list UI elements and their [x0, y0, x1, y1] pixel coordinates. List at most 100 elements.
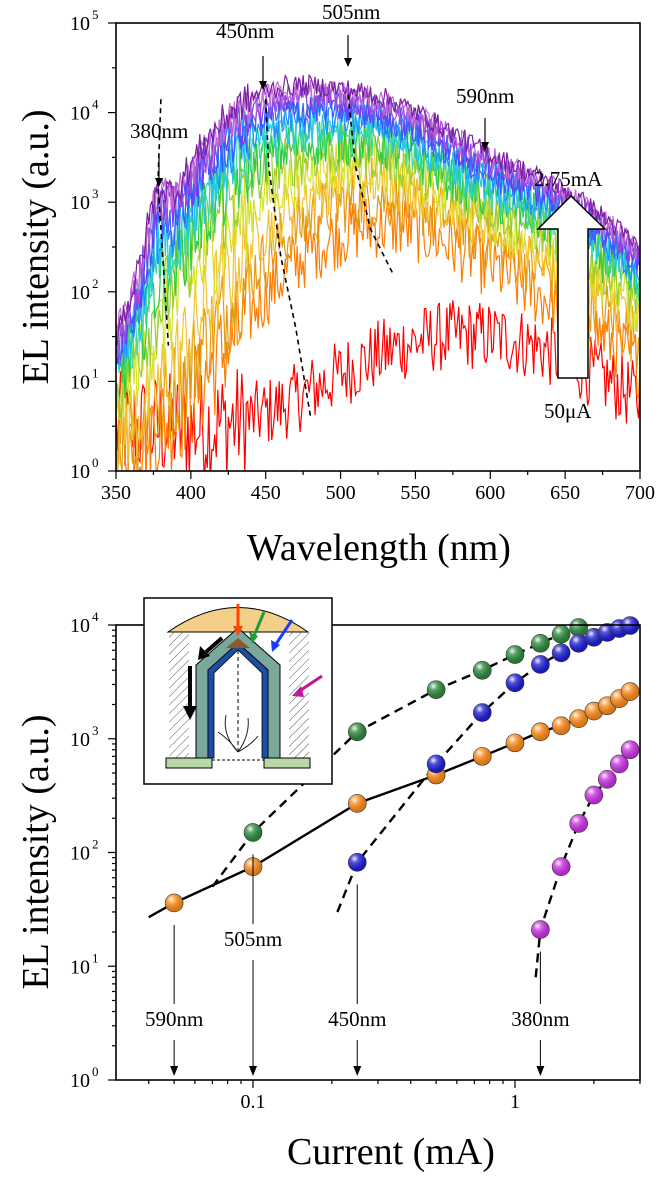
peak-arrowhead-505 — [344, 58, 352, 67]
inset-hatch-left — [169, 632, 189, 760]
current-label-low: 50μA — [544, 399, 592, 423]
inset-arrow-magenta — [297, 674, 323, 694]
data-point-highlight — [427, 680, 446, 699]
data-point-highlight — [552, 643, 571, 662]
inset-tip — [226, 638, 250, 648]
data-point-highlight — [552, 857, 571, 876]
spectrum-curve — [116, 78, 640, 339]
current-x-ticks: 0.1 1 — [148, 1080, 641, 1113]
peak-arrowhead-450 — [259, 81, 267, 90]
spectrum-curve — [117, 197, 640, 471]
current-y-axis-label: EL intensity (a.u.) — [15, 714, 57, 989]
spectrum-y-axis-label: EL intensity (a.u.) — [15, 109, 57, 384]
spectrum-y-tick-label: 10 — [70, 461, 90, 483]
device-schematic-inset — [143, 597, 333, 785]
current-x-axis-label: Current (mA) — [287, 1131, 495, 1173]
data-point-highlight — [552, 716, 571, 735]
current-y-tick-label: 10 — [70, 843, 90, 865]
threshold-label-450nm: 450nm — [328, 1007, 386, 1031]
threshold-label-380nm: 380nm — [511, 1007, 569, 1031]
data-point-highlight — [473, 661, 492, 680]
spectrum-curve — [116, 137, 640, 424]
current-y-tick-exponent: 0 — [92, 1064, 99, 1079]
current-x-tick-label: 0.1 — [240, 1091, 265, 1113]
spectrum-curve — [116, 73, 640, 345]
data-point-highlight — [427, 754, 446, 773]
peak-shift-guide — [347, 94, 394, 275]
threshold-label-590nm: 590nm — [145, 1007, 203, 1031]
threshold-label-505nm: 505nm — [224, 927, 282, 951]
spectrum-x-tick-label: 350 — [101, 482, 131, 504]
data-point-highlight — [531, 655, 550, 674]
spectrum-y-tick-label: 10 — [70, 192, 90, 214]
data-point-highlight — [531, 634, 550, 653]
data-point-highlight — [165, 893, 184, 912]
inset-arrowhead-red — [233, 626, 243, 636]
threshold-arrowhead-590nm — [170, 1066, 179, 1076]
current-y-tick-exponent: 4 — [92, 609, 99, 624]
data-point-highlight — [348, 794, 367, 813]
spectrum-series-group — [116, 73, 640, 471]
peak-annotation-450: 450nm — [216, 19, 274, 90]
spectrum-y-tick-exponent: 1 — [92, 365, 99, 380]
spectrum-x-tick-label: 500 — [326, 482, 356, 504]
data-point-highlight — [569, 814, 588, 833]
spectrum-y-tick-label: 10 — [70, 103, 90, 125]
data-point-highlight — [610, 754, 629, 773]
spectrum-y-tick-exponent: 2 — [92, 276, 99, 291]
data-point-highlight — [505, 673, 524, 692]
peak-label-505: 505nm — [322, 0, 380, 24]
inset-contact-left — [165, 757, 213, 769]
spectrum-x-tick-label: 400 — [176, 482, 206, 504]
inset-nanowires — [217, 714, 259, 753]
data-point-highlight — [569, 709, 588, 728]
peak-annotation-505: 505nm — [322, 0, 380, 67]
spectrum-y-tick-exponent: 3 — [92, 186, 99, 201]
data-point-highlight — [569, 618, 588, 637]
data-point-highlight — [531, 722, 550, 741]
threshold-arrowhead-505nm — [248, 1066, 257, 1076]
spectrum-x-tick-label: 600 — [475, 482, 505, 504]
data-point-highlight — [505, 733, 524, 752]
threshold-markers: 590nm 505nm 450nm 380nm — [145, 854, 570, 1076]
data-point-highlight — [621, 682, 640, 701]
current-y-tick-label: 10 — [70, 729, 90, 751]
inset-arrow-green — [252, 611, 266, 637]
inset-contact-right — [263, 757, 311, 769]
peak-annotation-590: 590nm — [456, 84, 514, 151]
peak-label-380: 380nm — [130, 119, 188, 143]
peak-annotation-380: 380nm — [130, 119, 188, 187]
spectrum-y-tick-exponent: 4 — [92, 97, 99, 112]
inset-arrowhead-magenta — [292, 686, 304, 697]
peak-shift-guide — [157, 99, 170, 346]
current-y-tick-exponent: 2 — [92, 837, 99, 852]
peak-arrowhead-590 — [481, 142, 489, 151]
data-point-highlight — [243, 823, 262, 842]
peak-label-450: 450nm — [216, 19, 274, 43]
spectrum-x-tick-label: 550 — [400, 482, 430, 504]
peak-label-590: 590nm — [456, 84, 514, 108]
current-label-high: 2.75mA — [534, 167, 603, 191]
spectrum-y-tick-label: 10 — [70, 13, 90, 35]
spectrum-curve — [116, 86, 640, 365]
threshold-arrowhead-450nm — [353, 1066, 362, 1076]
current-y-tick-label: 10 — [70, 1070, 90, 1092]
current-x-tick-label: 1 — [510, 1091, 520, 1113]
data-point-highlight — [598, 770, 617, 789]
spectrum-x-tick-label: 700 — [625, 482, 655, 504]
spectrum-y-tick-exponent: 0 — [92, 455, 99, 470]
peak-arrowhead-380 — [155, 178, 163, 187]
spectrum-y-tick-exponent: 5 — [92, 7, 99, 22]
current-y-tick-label: 10 — [70, 956, 90, 978]
data-point-highlight — [348, 722, 367, 741]
data-point-highlight — [552, 625, 571, 644]
data-point-highlight — [569, 634, 588, 653]
threshold-arrowhead-380nm — [536, 1066, 545, 1076]
inset-black-arrow-1 — [204, 636, 224, 654]
data-point-highlight — [621, 740, 640, 759]
spectrum-x-tick-label: 450 — [251, 482, 281, 504]
current-y-tick-exponent: 1 — [92, 950, 99, 965]
